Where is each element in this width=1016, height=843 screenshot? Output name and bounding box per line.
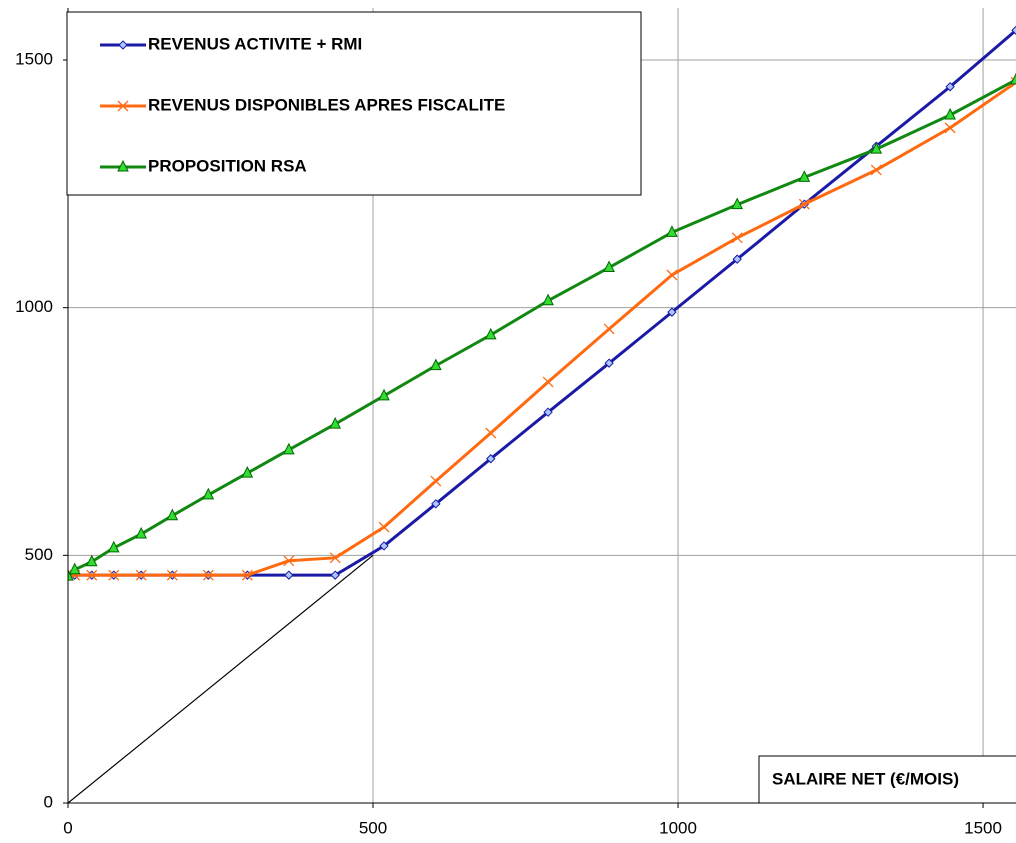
y-tick-label: 500 (25, 545, 53, 564)
point (731, 197, 744, 210)
point (241, 569, 253, 581)
point (108, 569, 120, 581)
point (283, 442, 295, 455)
point (202, 487, 215, 500)
point (945, 82, 955, 92)
legend: REVENUS ACTIVITE + RMI REVENUS DISPONIBLE… (66, 11, 642, 196)
annotation-frame (758, 755, 1016, 804)
point (944, 122, 956, 134)
point (202, 569, 214, 581)
point (166, 569, 178, 581)
point (603, 260, 615, 273)
point (166, 508, 179, 521)
point (542, 293, 554, 306)
y-tick-label: 0 (44, 792, 53, 811)
point (430, 475, 442, 487)
point (666, 269, 678, 281)
point (603, 323, 615, 335)
point (604, 358, 614, 368)
point (485, 427, 497, 439)
point (486, 454, 496, 464)
legend-marker (117, 159, 129, 172)
series-line (68, 554, 374, 803)
x-tick-label: 500 (359, 818, 387, 837)
point (944, 107, 956, 120)
x-tick-label: 1500 (964, 818, 1002, 837)
point (1010, 76, 1016, 88)
y-tick-label: 1500 (15, 49, 53, 68)
point (732, 254, 742, 264)
point (798, 170, 811, 182)
point (283, 555, 295, 567)
legend-label: REVENUS ACTIVITE + RMI (148, 34, 362, 53)
legend-box (66, 11, 642, 196)
legend-marker (117, 100, 129, 112)
point (378, 521, 390, 533)
point (667, 307, 677, 317)
point (107, 540, 120, 553)
point (542, 376, 554, 388)
point (870, 142, 883, 154)
legend-label: REVENUS DISPONIBLES APRES FISCALITE (148, 95, 505, 114)
point (135, 569, 147, 581)
legend-marker (118, 40, 128, 50)
point (378, 388, 390, 401)
point (731, 232, 743, 244)
point (379, 541, 389, 551)
point (85, 554, 98, 567)
point (666, 225, 678, 237)
point (68, 569, 74, 581)
point (329, 552, 341, 564)
point (798, 198, 810, 210)
x-tick-label: 0 (63, 818, 72, 837)
point (431, 499, 441, 509)
point (430, 358, 442, 371)
point (543, 407, 553, 417)
point (241, 465, 254, 478)
point (484, 327, 497, 340)
point (86, 569, 98, 581)
point (330, 570, 340, 580)
point (870, 164, 882, 176)
point (284, 570, 294, 580)
point (68, 562, 81, 575)
point (329, 416, 342, 429)
point (135, 526, 148, 539)
point (1011, 25, 1016, 35)
point (1010, 72, 1016, 85)
legend-label: PROPOSITION RSA (148, 156, 307, 175)
x-tick-label: 1000 (659, 818, 697, 837)
y-tick-label: 1000 (15, 297, 53, 316)
annotation: SALAIRE NET (€/MOIS) (772, 769, 959, 788)
annotation-box: SALAIRE NET (€/MOIS) (758, 755, 1016, 804)
